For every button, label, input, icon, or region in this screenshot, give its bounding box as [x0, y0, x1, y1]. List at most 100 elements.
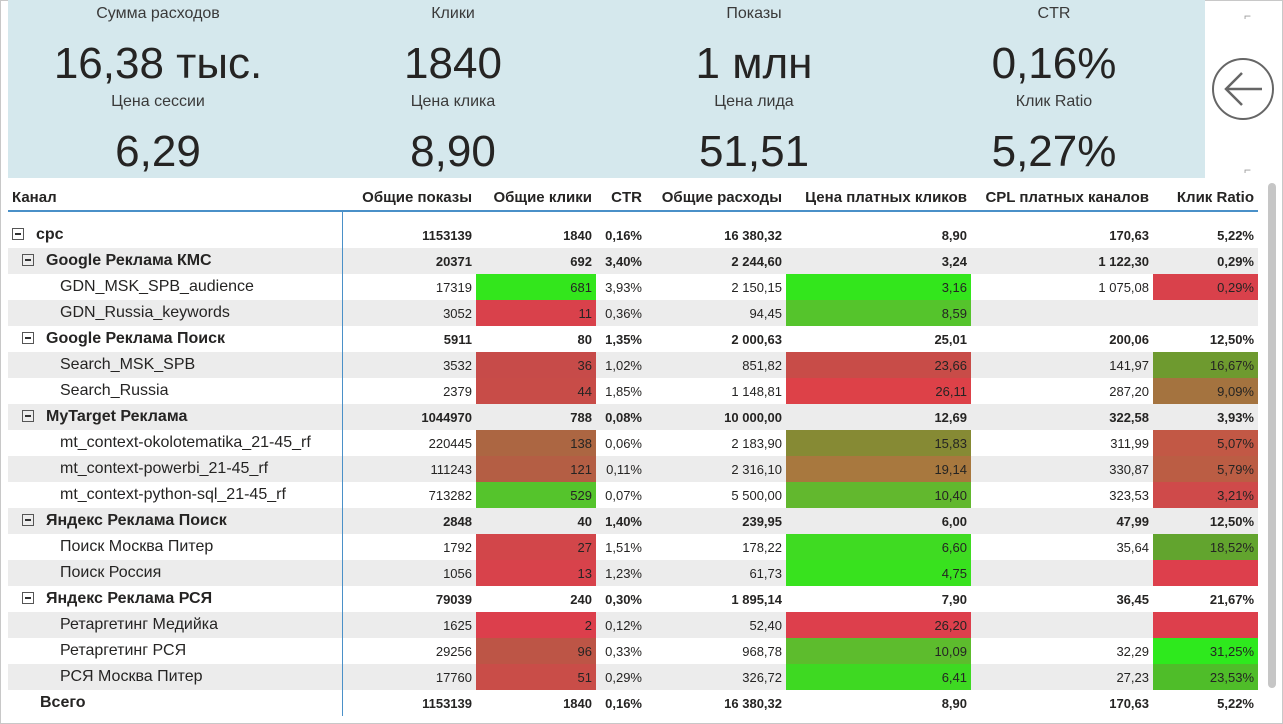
channel-label: mt_context-python-sql_21-45_rf [60, 486, 286, 503]
column-header[interactable]: Общие показы [342, 184, 476, 212]
collapse-icon[interactable] [22, 254, 34, 266]
value-cell: 2379 [443, 383, 472, 399]
column-header[interactable]: CTR [596, 184, 646, 212]
back-button[interactable] [1212, 58, 1274, 120]
table-row[interactable]: Google Реклама Поиск 5911 80 1,35% 2 000,63 2… [8, 326, 1258, 352]
table-row[interactable]: Ретаргетинг РСЯ 29256 96 0,33% 968,78 10,09 32… [8, 638, 1258, 664]
value-cell: 3052 [342, 300, 476, 326]
kpi-card: Цена лида 51,51 [604, 92, 904, 178]
column-header[interactable]: CPL платных каналов [971, 184, 1153, 212]
table-row[interactable]: Ретаргетинг Медийка 1625 2 0,12% 52,40 26,20 [8, 612, 1258, 638]
value-cell: 44 [476, 378, 596, 404]
table-row[interactable]: Яндекс Реклама Поиск 2848 40 1,40% 239,95 6,0… [8, 508, 1258, 534]
value-cell: 968,78 [742, 643, 782, 659]
kpi-label: CTR [1037, 5, 1071, 22]
value-cell: 31,25% [1153, 638, 1258, 664]
table-row[interactable]: Google Реклама КМС 20371 692 3,40% 2 244,60 3… [8, 248, 1258, 274]
column-header[interactable]: Канал [8, 184, 342, 212]
channel-label: GDN_Russia_keywords [60, 304, 230, 321]
value-cell: 10 000,00 [646, 404, 786, 430]
value-cell: 322,58 [971, 404, 1153, 430]
value-cell: 178,22 [742, 539, 782, 555]
value-cell: 0,36% [596, 300, 646, 326]
value-cell: 0,12% [596, 612, 646, 638]
vertical-scrollbar[interactable] [1268, 183, 1276, 688]
channel-cell: GDN_MSK_SPB_audience [8, 274, 343, 300]
table-row[interactable]: GDN_MSK_SPB_audience 17319 681 3,93% 2 150,1… [8, 274, 1258, 300]
kpi-card: Цена клика 8,90 [303, 92, 603, 178]
table-row[interactable]: Поиск Россия 1056 13 1,23% 61,73 4,75 [8, 560, 1258, 586]
value-cell: 5,22% [1217, 695, 1254, 711]
total-row[interactable]: Всего 1153139 1840 0,16% 16 380,32 8,90 170,63… [8, 690, 1258, 716]
channel-label: Всего [40, 694, 86, 711]
value-cell: 10,09 [786, 638, 971, 664]
value-cell: 0,08% [596, 404, 646, 430]
channel-cell: Всего [8, 690, 343, 716]
value-cell [1153, 300, 1258, 326]
table-row[interactable]: Поиск Москва Питер 1792 27 1,51% 178,22 6,60 3… [8, 534, 1258, 560]
value-cell: 240 [570, 591, 592, 607]
value-cell: 0,07% [605, 487, 642, 503]
channel-cell: Поиск Россия [8, 560, 343, 586]
kpi-label: Сумма расходов [96, 5, 220, 22]
value-cell: 36 [476, 352, 596, 378]
value-cell: 94,45 [646, 300, 786, 326]
column-header[interactable]: Цена платных кликов [786, 184, 971, 212]
table-row[interactable]: РСЯ Москва Питер 17760 51 0,29% 326,72 6,41 27… [8, 664, 1258, 690]
collapse-icon[interactable] [22, 592, 34, 604]
value-cell: 3,16 [786, 274, 971, 300]
value-cell: 18,52% [1153, 534, 1258, 560]
channel-cell: Ретаргетинг Медийка [8, 612, 343, 638]
value-cell: 0,29% [1153, 274, 1258, 300]
table-row[interactable]: mt_context-powerbi_21-45_rf 111243 121 0,11… [8, 456, 1258, 482]
table-row[interactable]: Search_MSK_SPB 3532 36 1,02% 851,82 23,66 141,… [8, 352, 1258, 378]
channel-cell: GDN_Russia_keywords [8, 300, 343, 326]
kpi-card: Клик Ratio 5,27% [904, 92, 1204, 178]
value-cell: 287,20 [1109, 383, 1149, 399]
value-cell: 326,72 [646, 664, 786, 690]
table-row[interactable]: GDN_Russia_keywords 3052 11 0,36% 94,45 8,59 [8, 300, 1258, 326]
table-row[interactable]: Search_Russia 2379 44 1,85% 1 148,81 26,11 287… [8, 378, 1258, 404]
channel-label: РСЯ Москва Питер [60, 668, 203, 685]
column-header[interactable]: Общие клики [476, 184, 596, 212]
channel-cell: Google Реклама Поиск [8, 326, 343, 352]
column-header[interactable]: Общие расходы [646, 184, 786, 212]
value-cell: 1 122,30 [971, 248, 1153, 274]
table-row[interactable]: mt_context-python-sql_21-45_rf 713282 529 0… [8, 482, 1258, 508]
value-cell: 9,09% [1153, 378, 1258, 404]
kpi-value: 51,51 [698, 127, 810, 176]
channel-cell: MyTarget Реклама [8, 404, 343, 430]
channel-cell: Поиск Москва Питер [8, 534, 343, 560]
value-cell: 681 [476, 274, 596, 300]
kpi-value: 16,38 тыс. [53, 39, 263, 88]
value-cell: 12,50% [1153, 508, 1258, 534]
column-header[interactable]: Клик Ratio [1153, 184, 1258, 212]
value-cell [1153, 612, 1258, 638]
value-cell: 1153139 [422, 695, 472, 711]
table-row[interactable]: Яндекс Реклама РСЯ 79039 240 0,30% 1 895,14 7… [8, 586, 1258, 612]
collapse-icon[interactable] [22, 332, 34, 344]
table-row[interactable]: mt_context-okolotematika_21-45_rf 220445 1… [8, 430, 1258, 456]
value-cell: 220445 [428, 435, 472, 451]
spacer-cell [8, 211, 343, 222]
table-row[interactable]: cpc 1153139 1840 0,16% 16 380,32 8,90 170,63 5,… [8, 222, 1258, 248]
kpi-label: Цена сессии [111, 93, 205, 110]
value-cell: 1044970 [342, 404, 476, 430]
value-cell: 17319 [435, 279, 472, 295]
value-cell: 311,99 [1110, 435, 1149, 451]
value-cell: 16 380,32 [724, 695, 782, 711]
value-cell: 51 [476, 664, 596, 690]
kpi-value: 0,16% [991, 39, 1117, 88]
value-cell: 12,69 [786, 404, 971, 430]
table-row[interactable]: MyTarget Реклама 1044970 788 0,08% 10 000,00… [8, 404, 1258, 430]
value-cell: 1840 [563, 695, 592, 711]
collapse-icon[interactable] [22, 514, 34, 526]
value-cell: 52,40 [646, 612, 786, 638]
kpi-card: Клики 1840 [303, 4, 603, 90]
value-cell: 2 [476, 612, 596, 638]
kpi-card: Цена сессии 6,29 [8, 92, 308, 178]
collapse-icon[interactable] [22, 410, 34, 422]
channel-cell: mt_context-powerbi_21-45_rf [8, 456, 343, 482]
collapse-icon[interactable] [12, 228, 24, 240]
value-cell: 40 [476, 508, 596, 534]
